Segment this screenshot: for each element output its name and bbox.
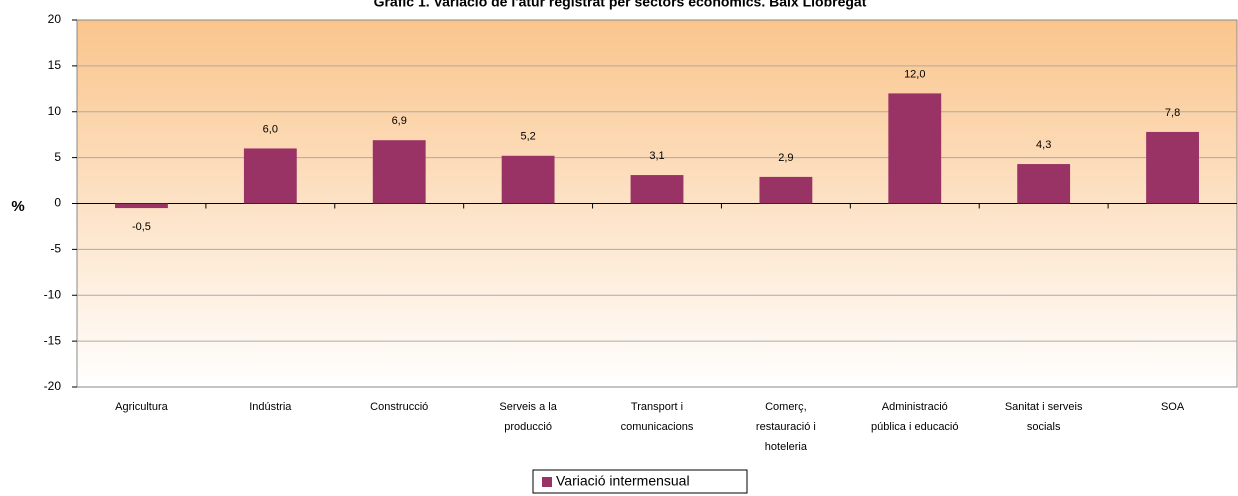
data-label: 2,9 xyxy=(778,152,793,164)
x-tick-label: Sanitat i serveis socials xyxy=(1005,401,1083,433)
x-tick-label: Comerç, restauració i hoteleria xyxy=(756,401,816,453)
bar xyxy=(115,203,168,209)
legend xyxy=(532,469,748,494)
data-label: 3,1 xyxy=(649,150,664,162)
x-tick-label: SOA xyxy=(1161,401,1185,413)
x-tick-label: Indústria xyxy=(249,401,292,413)
y-tick-label: 5 xyxy=(54,150,61,164)
x-tick-label: Construcció xyxy=(370,401,428,413)
bar xyxy=(1146,131,1199,204)
y-tick-label: 20 xyxy=(48,12,62,26)
bar xyxy=(243,148,297,204)
y-tick-label: 0 xyxy=(54,196,61,210)
bar xyxy=(1017,164,1071,204)
data-label: 6,9 xyxy=(392,115,407,127)
bar xyxy=(630,175,684,204)
y-tick-label: -20 xyxy=(44,379,62,393)
chart-title: Gràfic 1. Variació de l'atur registrat p… xyxy=(374,0,867,10)
y-tick-label: -5 xyxy=(50,242,61,256)
bar xyxy=(888,93,942,204)
bar xyxy=(759,176,813,204)
data-label: 5,2 xyxy=(520,131,535,143)
x-tick-label: Administració pública i educació xyxy=(871,401,958,433)
data-label: 4,3 xyxy=(1036,139,1051,151)
bar xyxy=(501,155,555,204)
x-tick-label: Transport i comunicacions xyxy=(621,401,694,433)
y-tick-label: -10 xyxy=(44,287,62,301)
x-tick-label: Agricultura xyxy=(115,401,168,413)
legend-label: Variació intermensual xyxy=(556,473,690,489)
x-tick-label: Serveis a la producció xyxy=(499,401,557,433)
data-label: 12,0 xyxy=(904,68,925,80)
y-tick-label: 10 xyxy=(48,104,62,118)
data-label: 6,0 xyxy=(263,123,278,135)
y-tick-label: -15 xyxy=(44,333,62,347)
y-tick-label: 15 xyxy=(48,58,62,72)
y-axis-label: % xyxy=(11,198,24,215)
legend-swatch xyxy=(542,477,552,487)
data-label: 7,8 xyxy=(1165,107,1180,119)
bar xyxy=(372,140,426,204)
data-label: -0,5 xyxy=(132,221,151,233)
